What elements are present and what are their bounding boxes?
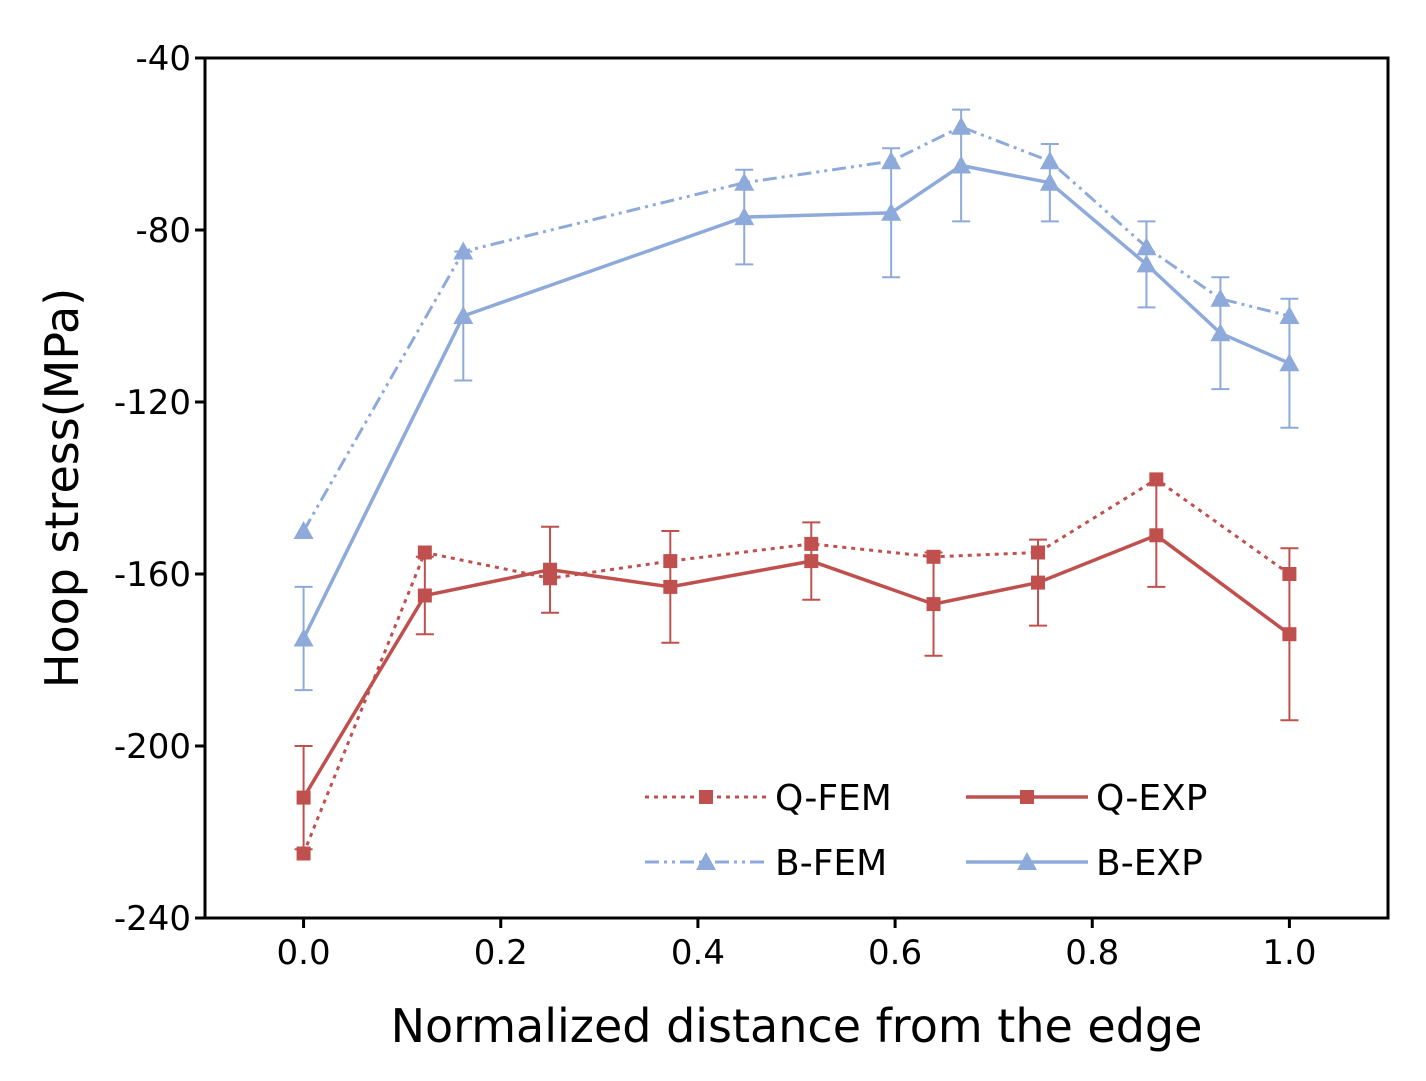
b-exp-point <box>1279 353 1300 372</box>
b-fem-point <box>453 241 474 260</box>
legend: Q-FEM Q-EXP B-FEM B-EXP <box>645 778 1207 884</box>
b-exp-line <box>302 163 1291 640</box>
b-exp-point <box>951 155 972 174</box>
q-exp-point <box>926 597 941 612</box>
y-tick-label: -120 <box>114 383 191 423</box>
b-fem-point <box>881 151 902 170</box>
q-exp-point <box>1031 575 1046 590</box>
series-line-layer <box>302 125 1291 855</box>
tick-layer: 0.0 0.2 0.4 0.6 0.8 1.0 -40 -80 -120 -160 -200 -240 <box>114 39 1317 973</box>
b-exp-point <box>1136 254 1157 273</box>
q-fem-line <box>302 477 1291 855</box>
x-tick-label: 0.2 <box>474 933 528 973</box>
b-fem-point <box>293 521 314 539</box>
x-tick-label: 0.6 <box>868 933 922 973</box>
b-fem-point <box>1279 306 1300 324</box>
legend-marker-q-exp <box>1020 790 1034 804</box>
q-fem-point <box>926 549 941 564</box>
legend-marker-q-fem <box>699 790 713 804</box>
q-fem-point <box>1282 567 1297 581</box>
marker-layer <box>293 116 1300 861</box>
y-tick-label: -200 <box>114 727 191 767</box>
x-tick-label: 0.4 <box>671 933 725 973</box>
b-exp-point <box>881 202 902 221</box>
b-exp-point <box>1210 323 1231 342</box>
x-axis-label: Normalized distance from the edge <box>391 999 1203 1053</box>
b-exp-point <box>734 207 755 226</box>
b-exp-point <box>293 628 314 647</box>
x-tick-label: 0.0 <box>277 933 331 973</box>
q-exp-point <box>804 554 819 569</box>
y-tick-label: -40 <box>135 39 191 79</box>
legend-label-b-exp: B-EXP <box>1096 843 1203 884</box>
q-exp-line <box>302 533 1291 799</box>
q-fem-point <box>1149 472 1164 487</box>
b-exp-point <box>453 306 474 324</box>
legend-marker-b-exp <box>1017 852 1037 870</box>
legend-label-q-fem: Q-FEM <box>775 778 892 819</box>
b-fem-point <box>1210 288 1231 307</box>
b-fem-point <box>734 172 755 191</box>
q-exp-point <box>1149 528 1164 543</box>
q-fem-point <box>1031 545 1046 560</box>
q-exp-point <box>296 790 311 805</box>
q-exp-point <box>663 579 678 594</box>
b-fem-point <box>1039 151 1060 170</box>
q-fem-point <box>663 554 678 569</box>
legend-marker-b-fem <box>696 852 716 870</box>
y-tick-label: -80 <box>135 211 191 251</box>
q-exp-point <box>543 562 558 577</box>
y-tick-label: -240 <box>114 899 191 939</box>
plot-frame <box>203 56 1390 920</box>
legend-label-q-exp: Q-EXP <box>1096 778 1207 819</box>
b-fem-point <box>951 116 972 135</box>
q-fem-point <box>417 545 432 560</box>
q-fem-point <box>804 536 819 551</box>
y-axis-label: Hoop stress(MPa) <box>35 288 89 688</box>
error-bar-layer <box>294 108 1299 851</box>
x-tick-label: 0.8 <box>1065 933 1119 973</box>
q-exp-point <box>417 588 432 603</box>
y-tick-label: -160 <box>114 555 191 595</box>
q-exp-point <box>1282 627 1297 642</box>
legend-label-b-fem: B-FEM <box>775 843 887 884</box>
q-fem-point <box>296 846 311 861</box>
x-tick-label: 1.0 <box>1262 933 1316 973</box>
b-fem-point <box>1136 237 1157 256</box>
b-fem-line <box>302 125 1290 532</box>
b-exp-point <box>1039 172 1060 191</box>
